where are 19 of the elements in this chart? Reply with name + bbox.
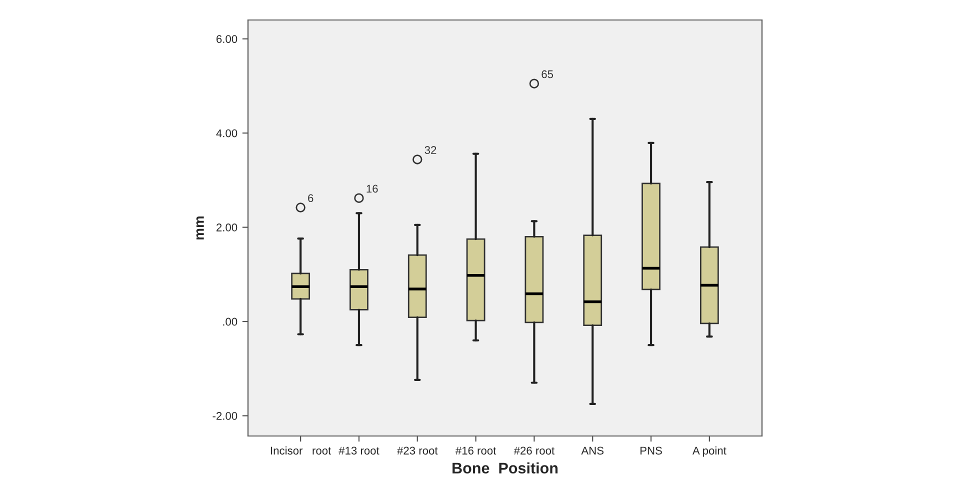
annotation: 6 [308, 194, 314, 202]
annotation: 16 [366, 184, 378, 193]
x-tick-label: #16 root [455, 446, 496, 455]
x-tick-label: #13 root [338, 446, 380, 455]
x-tick-label: Incisor root [271, 446, 332, 455]
x-axis-title: Bone Position [452, 462, 558, 474]
x-tick-label: ANS [581, 446, 604, 455]
annotation: 65 [542, 70, 554, 78]
x-tick-label: #26 root [514, 446, 555, 455]
y-axis-title: mm [196, 216, 204, 240]
x-tick-label: A point [692, 446, 726, 457]
x-tick-label: #23 root [397, 446, 438, 455]
y-tick-label: .00 [223, 318, 238, 326]
y-tick-label: 2.00 [216, 224, 238, 232]
y-tick-label: 4.00 [216, 129, 238, 138]
y-tick-label: 6.00 [216, 35, 238, 43]
y-tick-label: -2.00 [212, 412, 238, 420]
annotation: 32 [424, 146, 436, 154]
x-tick-label: PNS [640, 446, 662, 455]
